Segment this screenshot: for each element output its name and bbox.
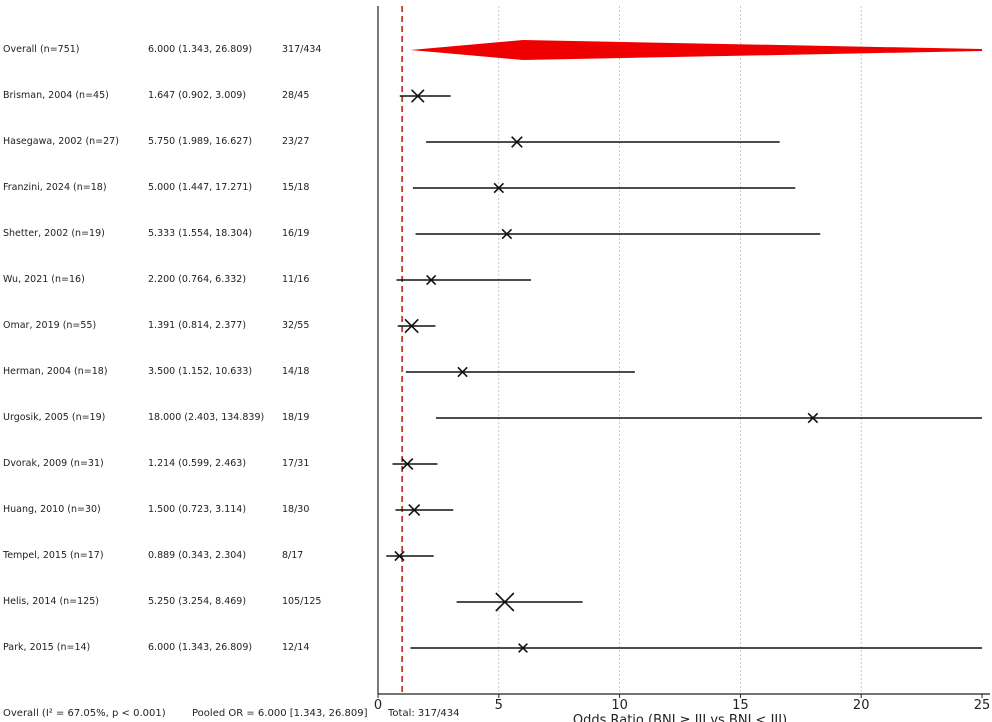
point-marker	[408, 504, 421, 516]
study-events: 12/14	[282, 642, 310, 653]
study-or-ci: 2.200 (0.764, 6.332)	[148, 274, 247, 285]
study-or-ci: 0.889 (0.343, 2.304)	[148, 550, 247, 561]
study-events: 23/27	[282, 136, 310, 147]
x-tick-label-20: 20	[853, 698, 870, 713]
study-events: 8/17	[282, 550, 304, 561]
point-marker	[457, 366, 468, 378]
study-or-ci: 18.000 (2.403, 134.839)	[148, 412, 265, 423]
study-label: Huang, 2010 (n=30)	[3, 504, 101, 515]
overall-label: Overall (n=751)	[3, 44, 80, 55]
point-marker-stroke	[495, 592, 515, 612]
study-events: 18/19	[282, 412, 310, 423]
study-or-ci: 5.333 (1.554, 18.304)	[148, 228, 253, 239]
study-label: Urgosik, 2005 (n=19)	[3, 412, 106, 423]
x-tick-label-15: 15	[732, 698, 749, 713]
study-events: 105/125	[282, 596, 322, 607]
study-label: Brisman, 2004 (n=45)	[3, 90, 109, 101]
study-or-ci: 3.500 (1.152, 10.633)	[148, 366, 253, 377]
study-events: 28/45	[282, 90, 310, 101]
point-marker	[394, 550, 405, 562]
study-label: Wu, 2021 (n=16)	[3, 274, 85, 285]
point-marker-stroke	[411, 89, 425, 103]
point-marker-stroke	[457, 366, 468, 378]
point-marker	[501, 228, 513, 240]
study-events: 14/18	[282, 366, 310, 377]
study-label: Omar, 2019 (n=55)	[3, 320, 97, 331]
study-events: 15/18	[282, 182, 310, 193]
study-label: Hasegawa, 2002 (n=27)	[3, 136, 119, 147]
overall-events: 317/434	[282, 44, 322, 55]
point-marker-stroke	[518, 643, 528, 653]
study-or-ci: 1.214 (0.599, 2.463)	[148, 458, 247, 469]
x-tick-label-5: 5	[495, 698, 503, 713]
point-marker	[493, 182, 505, 194]
footer-heterogeneity: Overall (I² = 67.05%, p < 0.001)	[3, 708, 166, 719]
point-marker	[511, 136, 523, 148]
point-marker	[518, 643, 528, 653]
point-marker-stroke	[394, 550, 405, 562]
footer-pooled-or: Pooled OR = 6.000 [1.343, 26.809]	[192, 708, 368, 719]
study-label: Herman, 2004 (n=18)	[3, 366, 108, 377]
study-label: Park, 2015 (n=14)	[3, 642, 91, 653]
point-marker-stroke	[426, 274, 437, 286]
study-events: 16/19	[282, 228, 310, 239]
overall-or-ci: 6.000 (1.343, 26.809)	[148, 44, 253, 55]
x-tick-label-25: 25	[974, 698, 991, 713]
study-events: 32/55	[282, 320, 310, 331]
footer-total: Total: 317/434	[388, 708, 460, 719]
point-marker-stroke	[511, 136, 523, 148]
study-label: Tempel, 2015 (n=17)	[3, 550, 104, 561]
point-marker-stroke	[401, 457, 414, 471]
x-tick-label-10: 10	[611, 698, 628, 713]
study-label: Franzini, 2024 (n=18)	[3, 182, 107, 193]
study-or-ci: 5.000 (1.447, 17.271)	[148, 182, 253, 193]
point-marker-stroke	[807, 412, 819, 424]
study-or-ci: 6.000 (1.343, 26.809)	[148, 642, 253, 653]
study-or-ci: 1.647 (0.902, 3.009)	[148, 90, 247, 101]
point-marker	[807, 412, 819, 424]
point-marker	[404, 318, 419, 334]
study-or-ci: 5.250 (3.254, 8.469)	[148, 596, 247, 607]
study-events: 18/30	[282, 504, 310, 515]
x-tick-label-0: 0	[374, 698, 382, 713]
point-marker	[401, 457, 414, 471]
study-or-ci: 1.391 (0.814, 2.377)	[148, 320, 247, 331]
x-axis-label: Odds Ratio (BNI ≥ III vs BNI < III)	[573, 713, 787, 722]
point-marker	[411, 89, 425, 103]
study-events: 11/16	[282, 274, 310, 285]
study-or-ci: 1.500 (0.723, 3.114)	[148, 504, 247, 515]
study-events: 17/31	[282, 458, 310, 469]
point-marker	[426, 274, 437, 286]
point-marker-stroke	[404, 318, 419, 334]
point-marker-stroke	[501, 228, 513, 240]
study-label: Shetter, 2002 (n=19)	[3, 228, 105, 239]
study-or-ci: 5.750 (1.989, 16.627)	[148, 136, 253, 147]
point-marker-stroke	[493, 182, 505, 194]
study-label: Helis, 2014 (n=125)	[3, 596, 99, 607]
overall-diamond	[410, 40, 982, 60]
point-marker	[495, 592, 515, 612]
point-marker-stroke	[408, 504, 421, 516]
study-label: Dvorak, 2009 (n=31)	[3, 458, 104, 469]
